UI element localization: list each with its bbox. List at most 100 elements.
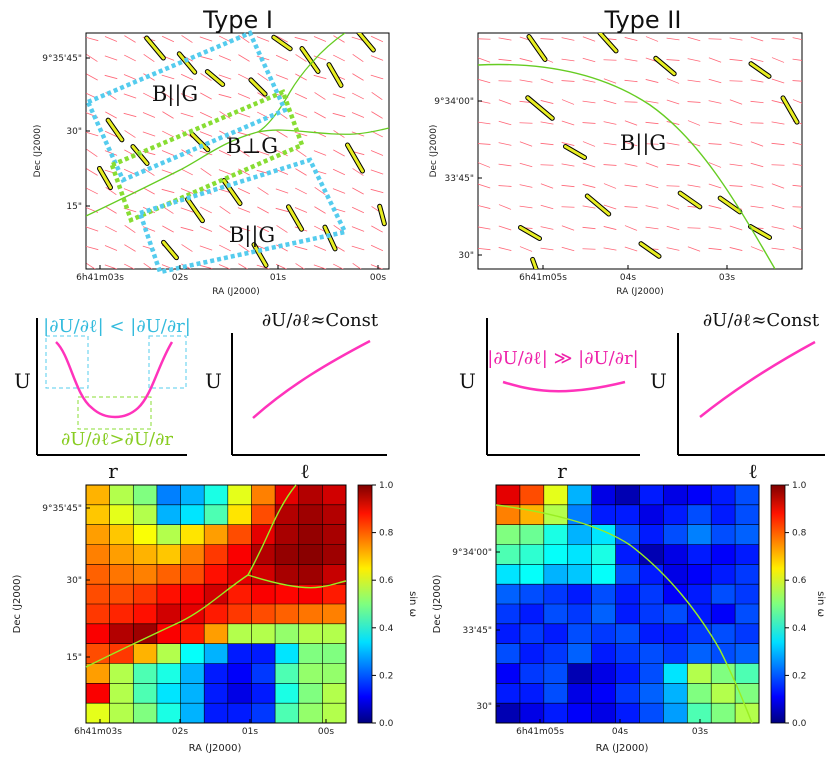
region-label-bparallel-bottom: B||G xyxy=(229,223,275,248)
polarization-segment xyxy=(190,132,210,152)
heatmap-cell xyxy=(298,524,323,545)
heatmap-cell xyxy=(615,584,640,605)
dec-tick-label: 9°34'00" xyxy=(452,548,492,558)
field-vector xyxy=(750,79,764,83)
field-vector xyxy=(792,184,802,187)
field-vector xyxy=(498,99,512,105)
polarization-segment xyxy=(718,196,742,214)
field-vector xyxy=(104,130,118,138)
field-vector xyxy=(104,150,118,156)
field-vector xyxy=(332,93,346,99)
field-vector xyxy=(333,149,345,157)
field-vector xyxy=(498,120,512,126)
heatmap-cell xyxy=(711,584,736,605)
heatmap-grid xyxy=(496,485,759,723)
heatmap-cell xyxy=(251,485,276,506)
field-vector xyxy=(708,226,722,230)
dec-tick-label: 30" xyxy=(458,251,474,261)
heatmap-cell xyxy=(711,623,736,644)
heatmap-cell xyxy=(275,643,300,664)
heatmap-cell xyxy=(543,564,569,585)
field-vector xyxy=(561,99,575,105)
schematic-u-vs-r-type-ii: U r |∂U/∂ℓ| ≫ |∂U/∂r| xyxy=(459,318,640,483)
field-vector xyxy=(351,245,365,251)
field-vector xyxy=(371,111,383,119)
heatmap-cell xyxy=(567,524,592,545)
field-vector xyxy=(238,34,250,44)
colorbar-tick-label: 0.0 xyxy=(792,719,807,729)
heatmap-cell xyxy=(591,485,616,506)
heatmap-cell xyxy=(227,604,252,625)
field-vector xyxy=(143,168,155,176)
heatmap-cell xyxy=(109,504,134,525)
heatmap-cell xyxy=(322,524,347,545)
field-vector xyxy=(295,54,307,62)
heatmap-cell xyxy=(567,544,592,565)
field-vector xyxy=(104,245,118,251)
field-vector xyxy=(687,58,701,62)
field-vector xyxy=(105,206,117,214)
region-box-bparallel-top xyxy=(85,30,288,183)
field-vector xyxy=(238,149,250,157)
heatmap-cell xyxy=(180,604,205,625)
field-vector xyxy=(750,205,764,209)
field-vector xyxy=(123,168,137,176)
title-type-i: Type I xyxy=(202,6,273,34)
field-vector xyxy=(200,73,212,81)
field-vector xyxy=(332,188,346,194)
heatmap-cell xyxy=(133,524,158,545)
dec-tick-label: 15" xyxy=(66,653,82,663)
heatmap-cell xyxy=(687,663,712,684)
field-vector xyxy=(771,100,785,104)
heatmap-cell xyxy=(519,504,545,525)
polarization-segment xyxy=(678,191,702,209)
heatmap-cell xyxy=(496,663,521,684)
heatmap-cell xyxy=(567,663,592,684)
field-vector xyxy=(371,225,383,233)
heatmap-cell xyxy=(180,485,205,506)
field-vector xyxy=(276,35,288,43)
dec-tick-label: 33'45" xyxy=(462,626,492,636)
heatmap-cell xyxy=(591,623,616,644)
ra-tick-label: 04s xyxy=(620,273,636,283)
heatmap-cell xyxy=(735,703,760,724)
heatmap-cell xyxy=(204,703,229,724)
field-vector xyxy=(181,168,193,176)
field-vector xyxy=(478,78,491,84)
heatmap-cell xyxy=(180,524,205,545)
heatmap-cell xyxy=(133,663,158,684)
dec-tick-label: 30" xyxy=(476,702,492,712)
field-vector xyxy=(792,58,802,61)
heatmap-cell xyxy=(109,544,134,565)
field-vector xyxy=(540,38,554,40)
heatmap-cell xyxy=(639,485,664,506)
dec-axis-label: Dec (J2000) xyxy=(33,125,43,178)
field-vector xyxy=(161,188,175,194)
dec-tick-label: 9°35'45" xyxy=(42,54,82,64)
heatmap-cell xyxy=(322,564,347,585)
field-vector xyxy=(275,188,289,194)
ra-tick-label: 04s xyxy=(612,727,628,737)
field-vector xyxy=(238,243,250,253)
heatmap-cell xyxy=(663,504,688,525)
heatmap-cell xyxy=(567,604,592,625)
u-label: U xyxy=(14,369,31,393)
heatmap-cell xyxy=(591,584,616,605)
field-vector xyxy=(370,264,384,269)
polarization-segment xyxy=(526,96,554,120)
field-vector xyxy=(86,226,99,232)
steep-region-left xyxy=(45,335,89,389)
polarization-segment xyxy=(781,96,799,124)
heatmap-cell xyxy=(711,544,736,565)
heatmap-cell xyxy=(639,703,664,724)
heatmap-cell xyxy=(133,564,158,585)
heatmap-cell xyxy=(322,683,347,704)
field-vector xyxy=(275,74,289,80)
polarization-segment xyxy=(323,225,337,251)
field-vector xyxy=(294,245,308,251)
field-vector xyxy=(104,55,118,61)
field-vector xyxy=(105,186,117,196)
schematic-u-vs-r-type-i: U r |∂U/∂ℓ| < |∂U/∂r| ∂U/∂ℓ>∂U/∂r xyxy=(14,316,191,483)
field-vector xyxy=(275,207,289,213)
ra-tick-label: 6h41m03s xyxy=(76,273,124,283)
